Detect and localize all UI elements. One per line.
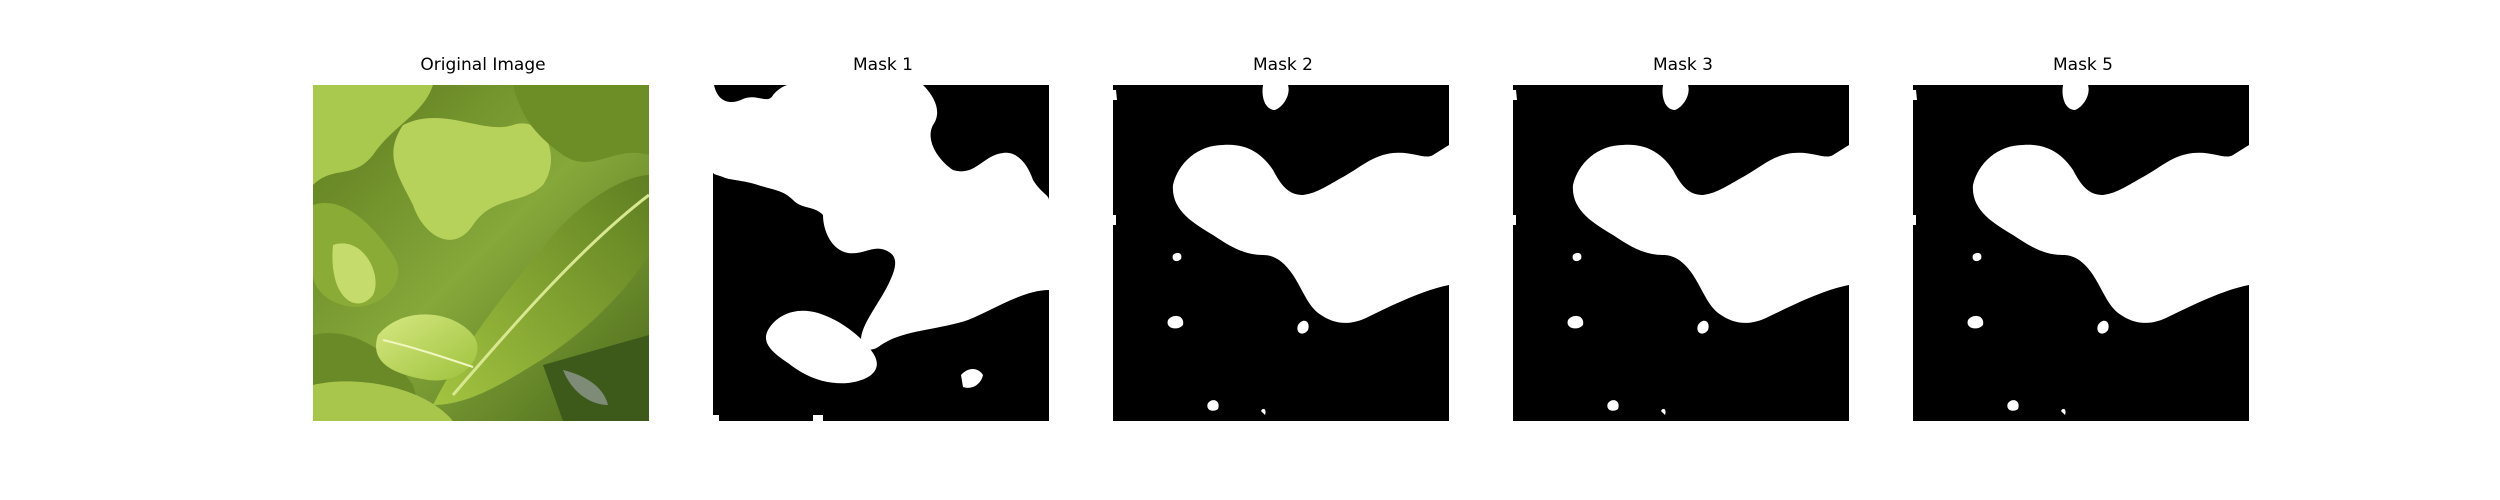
mask-3 bbox=[1513, 85, 1849, 421]
mask-1 bbox=[713, 85, 1049, 421]
panel-title: Mask 2 bbox=[1252, 55, 1313, 75]
mask-5 bbox=[1913, 85, 2249, 421]
panel-title: Mask 1 bbox=[852, 55, 913, 75]
original-image bbox=[313, 85, 649, 421]
mask-2-regions bbox=[1113, 85, 1449, 415]
mask-image bbox=[1913, 85, 2249, 421]
leaf-photo bbox=[313, 85, 649, 421]
mask-image bbox=[1513, 85, 1849, 421]
mask-image bbox=[713, 85, 1049, 421]
panel-title: Mask 3 bbox=[1652, 55, 1713, 75]
mask-image bbox=[1113, 85, 1449, 421]
panel-title: Original Image bbox=[420, 55, 546, 75]
mask-2 bbox=[1113, 85, 1449, 421]
panel-title: Mask 5 bbox=[2052, 55, 2113, 75]
